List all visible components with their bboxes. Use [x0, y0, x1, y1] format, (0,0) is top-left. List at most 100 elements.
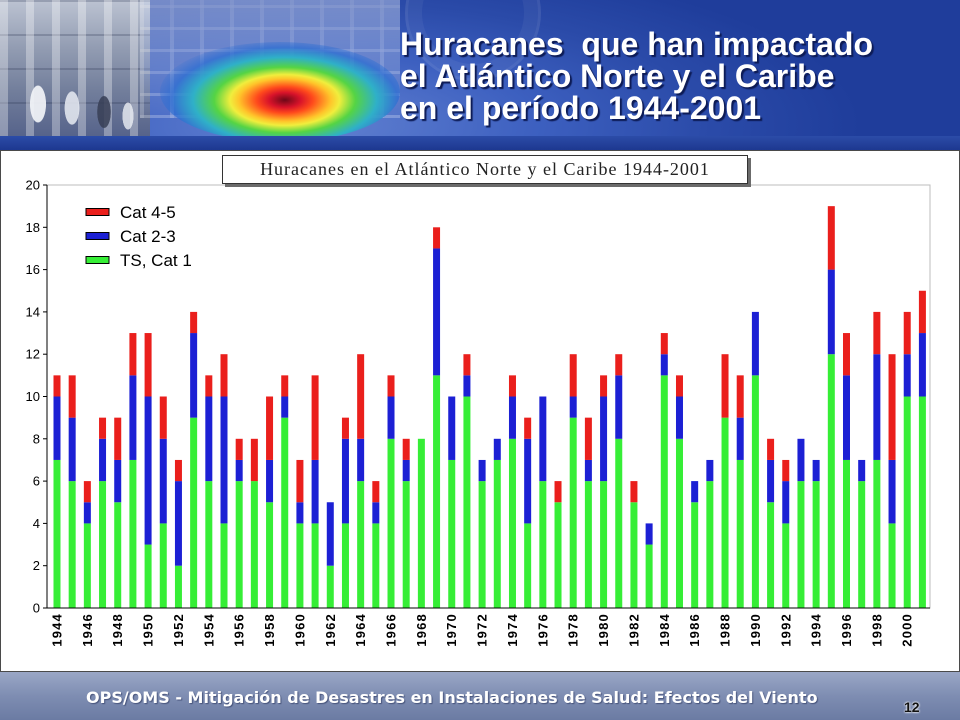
bar-ts-cat-1-1966	[387, 438, 395, 608]
bar-cat-2-3-1965	[372, 502, 380, 524]
bar-ts-cat-1-1958	[266, 502, 274, 608]
bar-ts-cat-1-1978	[569, 417, 577, 608]
bar-cat-2-3-1986	[691, 481, 699, 503]
bar-ts-cat-1-1994	[812, 481, 820, 608]
x-tick-label: 1962	[323, 613, 338, 647]
bar-cat-4-5-1996	[842, 333, 850, 376]
bar-cat-2-3-1999	[888, 459, 896, 524]
bar-cat-2-3-1993	[797, 438, 805, 482]
bar-cat-2-3-1948	[114, 459, 122, 503]
y-tick-label: 0	[33, 601, 40, 616]
bar-ts-cat-1-1981	[615, 438, 623, 608]
bar-ts-cat-1-1974	[508, 438, 516, 608]
bar-cat-4-5-1998	[873, 311, 881, 355]
x-tick-label: 1958	[262, 613, 277, 647]
x-tick-label: 1978	[566, 613, 581, 647]
hurricane-satellite-image	[160, 42, 400, 142]
bar-ts-cat-1-1960	[296, 523, 304, 608]
bar-ts-cat-1-1956	[235, 481, 243, 608]
bar-cat-2-3-1966	[387, 396, 395, 439]
y-tick-label: 4	[33, 516, 40, 531]
bar-cat-2-3-1994	[812, 459, 820, 482]
bar-ts-cat-1-1972	[478, 481, 486, 608]
bar-ts-cat-1-1952	[174, 565, 182, 608]
bar-cat-2-3-1967	[402, 459, 410, 482]
bar-ts-cat-1-1957	[250, 481, 258, 608]
bar-ts-cat-1-1991	[767, 502, 775, 608]
x-tick-label: 2000	[900, 613, 915, 647]
slide-title-line-1: Huracanes que han impactado	[400, 26, 874, 62]
bar-cat-4-5-1956	[235, 438, 243, 460]
legend-label-ts-cat-1: TS, Cat 1	[120, 251, 192, 270]
bar-cat-4-5-1977	[554, 481, 562, 503]
bar-cat-2-3-1972	[478, 459, 486, 482]
bar-cat-2-3-1961	[311, 459, 319, 524]
bar-cat-2-3-1975	[524, 438, 532, 524]
bar-cat-2-3-1990	[751, 311, 759, 376]
bar-cat-4-5-1946	[83, 481, 91, 503]
bar-cat-2-3-1973	[493, 438, 501, 460]
y-tick-label: 12	[26, 347, 40, 362]
bar-cat-4-5-1985	[675, 375, 683, 397]
x-tick-label: 1984	[657, 613, 672, 647]
bar-cat-2-3-1970	[448, 396, 456, 460]
legend-swatch-cat-2-3	[85, 232, 110, 240]
footer-text: OPS/OMS - Mitigación de Desastres en Ins…	[86, 688, 818, 707]
bar-cat-2-3-1995	[827, 269, 835, 355]
bar-cat-2-3-1989	[736, 417, 744, 460]
x-tick-label: 1964	[353, 613, 368, 647]
x-tick-label: 1970	[444, 613, 459, 647]
x-tick-label: 1980	[596, 613, 611, 647]
x-tick-label: 1960	[292, 613, 307, 647]
bar-cat-2-3-1980	[600, 396, 608, 482]
bar-cat-4-5-1981	[615, 354, 623, 376]
x-tick-label: 1974	[505, 613, 520, 647]
bar-ts-cat-1-1961	[311, 523, 319, 608]
x-tick-label: 1950	[141, 613, 156, 647]
bar-cat-2-3-1978	[569, 396, 577, 418]
bar-ts-cat-1-1995	[827, 354, 835, 608]
bar-cat-4-5-1952	[174, 459, 182, 482]
people-photo-image	[0, 0, 150, 138]
bar-ts-cat-1-1967	[402, 481, 410, 608]
bar-cat-2-3-1959	[281, 396, 289, 418]
bar-cat-4-5-1992	[782, 459, 790, 482]
bar-ts-cat-1-1983	[645, 544, 653, 608]
bar-cat-2-3-1946	[83, 502, 91, 524]
y-tick-label: 10	[26, 389, 40, 404]
bar-cat-4-5-1991	[767, 438, 775, 460]
bar-cat-2-3-1976	[539, 396, 547, 482]
bar-cat-4-5-1979	[584, 417, 592, 460]
bar-cat-2-3-1998	[873, 354, 881, 460]
bar-ts-cat-1-1964	[357, 481, 365, 608]
bar-ts-cat-1-1980	[600, 481, 608, 608]
bar-ts-cat-1-1986	[691, 502, 699, 608]
bar-ts-cat-1-2000	[903, 396, 911, 608]
bar-cat-2-3-1958	[266, 459, 274, 503]
bar-cat-2-3-1979	[584, 459, 592, 482]
bar-ts-cat-1-1953	[190, 417, 198, 608]
bar-cat-4-5-1963	[341, 417, 349, 439]
bar-ts-cat-1-1965	[372, 523, 380, 608]
bar-ts-cat-1-1971	[463, 396, 471, 608]
bar-cat-2-3-1983	[645, 523, 653, 545]
bar-cat-4-5-1969	[433, 227, 441, 249]
bar-cat-4-5-1961	[311, 375, 319, 460]
bar-ts-cat-1-1949	[129, 459, 137, 608]
bar-cat-2-3-1955	[220, 396, 228, 524]
bar-cat-4-5-1951	[159, 396, 167, 439]
y-tick-label: 16	[26, 262, 40, 277]
bar-cat-4-5-1967	[402, 438, 410, 460]
bar-ts-cat-1-1976	[539, 481, 547, 608]
legend-label-cat-2-3: Cat 2-3	[120, 227, 176, 246]
bar-cat-2-3-1951	[159, 438, 167, 524]
x-tick-label: 1972	[475, 613, 490, 647]
x-tick-label: 1996	[839, 613, 854, 647]
bar-cat-4-5-1966	[387, 375, 395, 397]
bar-cat-4-5-1984	[660, 333, 668, 355]
x-tick-label: 1966	[384, 613, 399, 647]
bar-ts-cat-1-1962	[326, 565, 334, 608]
x-tick-label: 1994	[809, 613, 824, 647]
bar-ts-cat-1-1969	[433, 375, 441, 608]
